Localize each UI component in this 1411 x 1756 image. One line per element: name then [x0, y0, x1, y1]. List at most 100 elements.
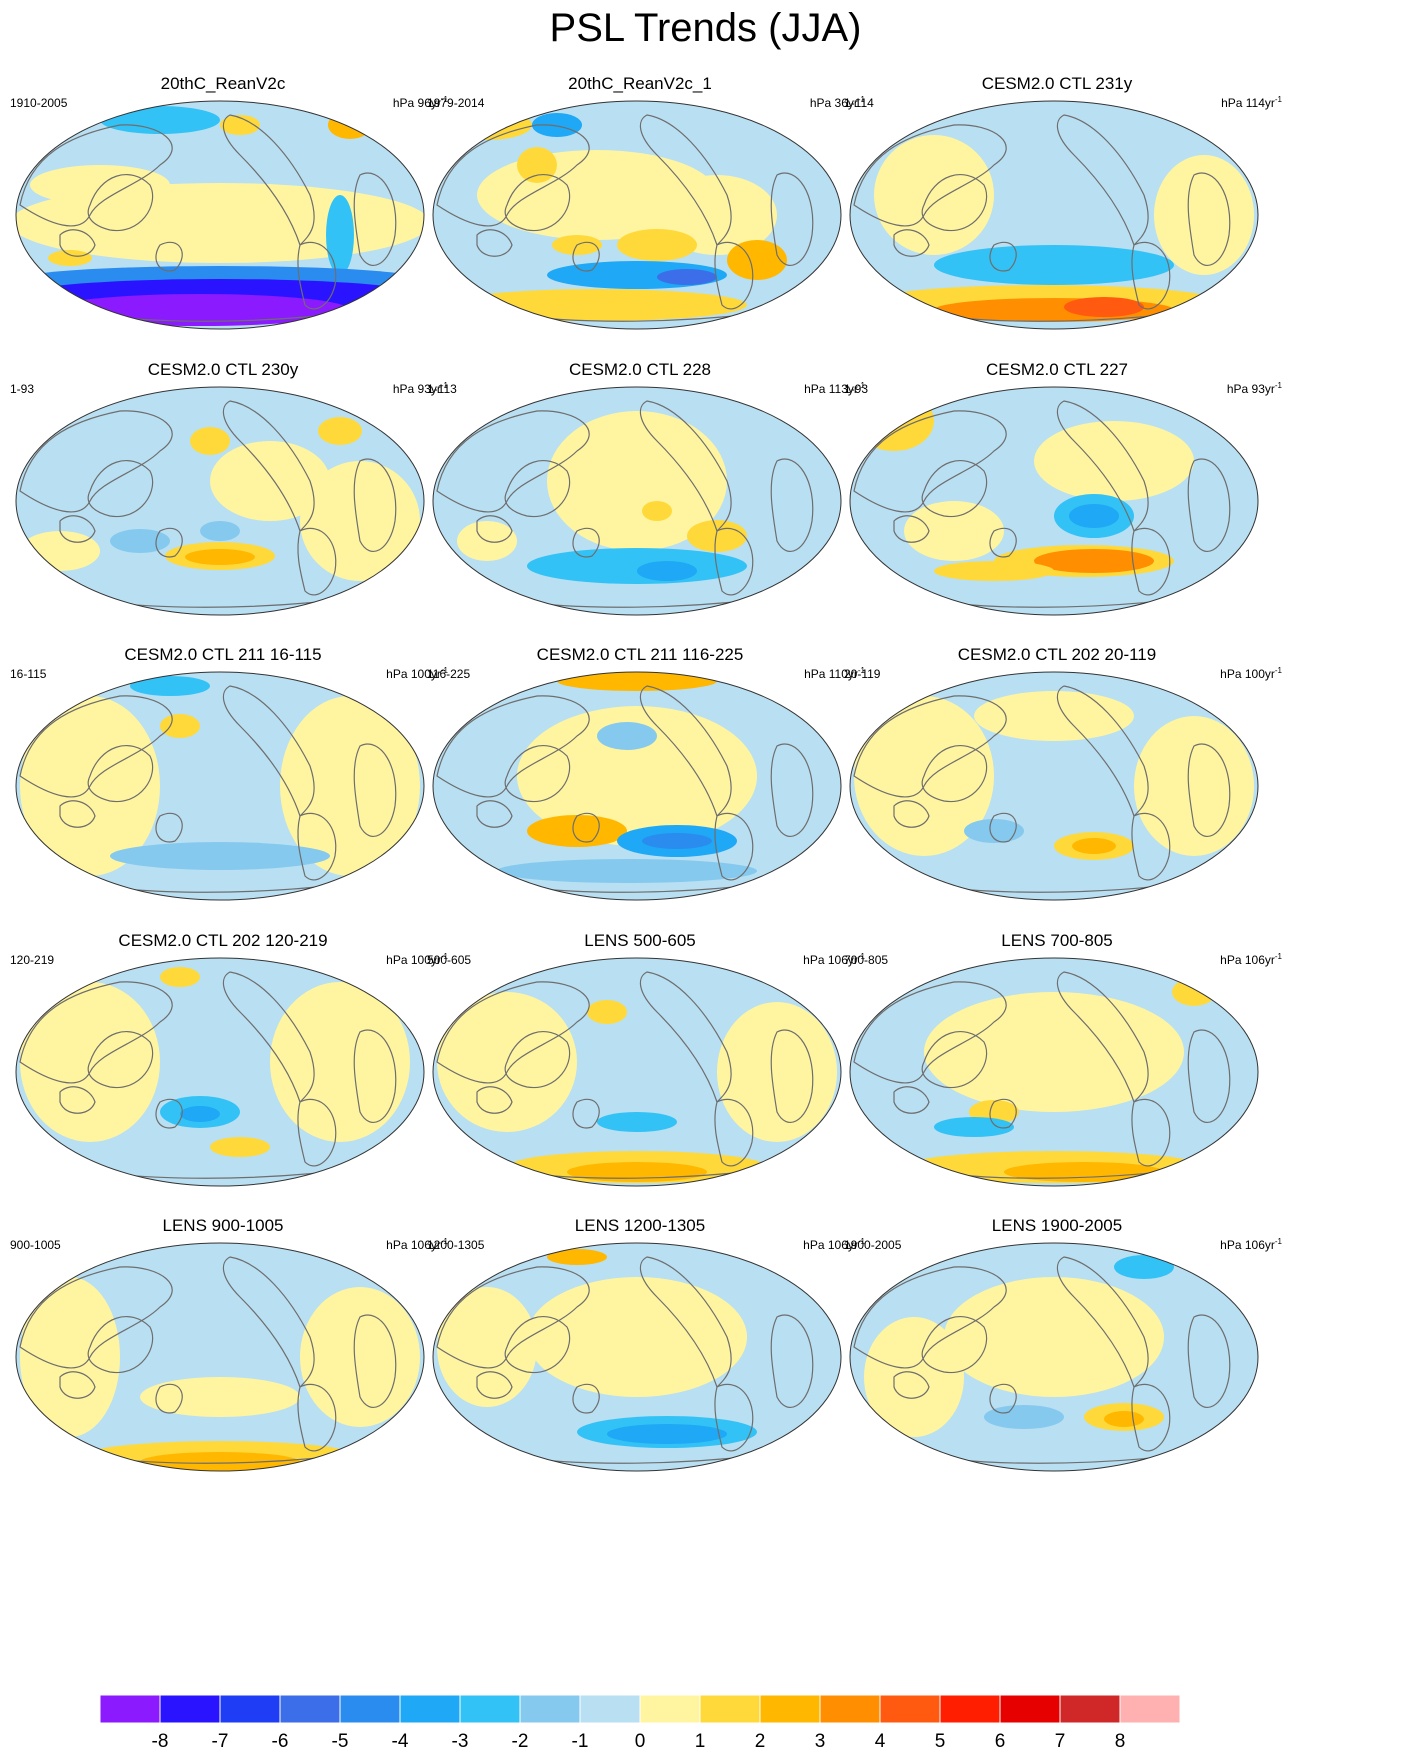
coastline: [1131, 1383, 1171, 1452]
coastline: [1187, 458, 1231, 552]
contour-region: [160, 967, 200, 987]
psl-trend-map: [15, 957, 425, 1187]
map-panel: CESM2.0 CTL 211 16-115 16-115 hPa 100yr-1: [8, 645, 478, 965]
coastline: [921, 174, 988, 232]
units-label: hPa 106yr: [803, 1238, 858, 1252]
contour-region: [200, 521, 240, 541]
coastline: [572, 241, 600, 272]
contour-region: [1114, 1255, 1174, 1279]
map-panel: LENS 1900-2005 1900-2005 hPa 106yr-1: [842, 1216, 1312, 1536]
map-border: [15, 671, 425, 901]
colorbar-swatch: [1059, 1695, 1121, 1724]
panel-period: 116-225: [427, 667, 471, 681]
psl-trend-map: [849, 671, 1259, 901]
units-exponent: -1: [440, 666, 448, 675]
contour-region: [727, 240, 787, 280]
coastline: [989, 241, 1017, 272]
map-panel: CESM2.0 CTL 202 120-219 120-219 hPa 100yr-…: [8, 931, 478, 1251]
contour-region: [1069, 504, 1119, 528]
contour-region: [642, 833, 712, 849]
units-label: hPa 93yr: [392, 382, 441, 396]
panel-title: CESM2.0 CTL 230y: [147, 360, 299, 379]
map-panel: LENS 1200-1305 1200-1305 hPa 106yr-1: [425, 1216, 895, 1536]
contour-region: [864, 1317, 964, 1437]
colorbar-swatch: [879, 1695, 941, 1724]
units-exponent: -1: [857, 95, 865, 104]
coastline: [297, 527, 337, 596]
map-panel: CESM2.0 CTL 231y 1-114 hPa 114yr-1: [842, 74, 1312, 394]
panel-units: hPa 36yr-1: [810, 93, 865, 110]
units-exponent: -1: [857, 952, 865, 961]
coastline: [893, 1371, 930, 1399]
coastline: [770, 172, 814, 266]
panel-units: hPa 114yr-1: [1221, 93, 1282, 110]
units-exponent: -1: [1274, 381, 1282, 390]
contour-region: [270, 982, 410, 1142]
units-exponent: -1: [1274, 1237, 1282, 1246]
panel-units: hPa 113yr-1: [804, 379, 865, 396]
psl-trend-map: [15, 671, 425, 901]
coastline: [476, 1086, 513, 1114]
contour-region: [160, 714, 200, 738]
colorbar-tick-label: 0: [634, 1731, 646, 1752]
map-panel: CESM2.0 CTL 211 116-225 116-225 hPa 110yr-…: [425, 645, 895, 965]
coastline: [1187, 743, 1231, 837]
coastline: [989, 1383, 1017, 1414]
contour-region: [717, 1002, 837, 1142]
panel-units: hPa 100yr-1: [386, 950, 448, 967]
colorbar-tick-label: 5: [934, 1731, 946, 1752]
contour-region: [442, 110, 532, 140]
panel-title: 20thC_ReanV2c_1: [568, 74, 712, 93]
contour-region: [934, 1117, 1014, 1137]
coastline: [19, 695, 173, 798]
coastline: [1131, 1098, 1171, 1167]
coastline: [297, 1098, 337, 1167]
coastline: [1187, 172, 1231, 266]
coastline: [504, 1316, 571, 1374]
contour-region: [20, 531, 100, 571]
map-panel: 20thC_ReanV2c 1910-2005 hPa 96yr-1: [8, 74, 478, 394]
psl-trend-map: [432, 957, 842, 1187]
units-label: hPa 106yr: [386, 1238, 441, 1252]
coastline: [59, 1086, 96, 1114]
map-panel: 20thC_ReanV2c_1 1979-2014 hPa 36yr-1: [425, 74, 895, 394]
panel-period: 1900-2005: [844, 1238, 902, 1252]
units-label: hPa 106yr: [1220, 1238, 1275, 1252]
coastline: [87, 460, 154, 518]
contour-region: [1134, 716, 1254, 856]
coastline: [155, 527, 183, 558]
contour-region: [944, 1277, 1164, 1397]
coastline: [770, 1314, 814, 1408]
coastline: [893, 515, 930, 543]
contour-region: [1154, 155, 1254, 275]
coastline: [436, 124, 590, 227]
contour-region: [318, 417, 362, 445]
units-exponent: -1: [1274, 95, 1282, 104]
units-label: hPa 113yr: [804, 382, 858, 396]
contour-region: [110, 842, 330, 870]
contour-region: [874, 135, 994, 255]
psl-trend-map: [849, 100, 1259, 330]
colorbar-swatch: [699, 1695, 761, 1724]
coastline: [1187, 1314, 1231, 1408]
colorbar-swatch: [279, 1695, 341, 1724]
coastline: [572, 812, 600, 843]
contour-region: [617, 229, 697, 261]
contour-region: [974, 691, 1134, 741]
panel-title: LENS 1200-1305: [574, 1216, 706, 1235]
coastline: [572, 1098, 600, 1129]
coastline: [59, 800, 96, 828]
coastline: [19, 410, 173, 513]
coastline: [59, 229, 96, 257]
map-panel: CESM2.0 CTL 230y 1-93 hPa 93yr -1: [8, 360, 478, 680]
panel-period: 1-93: [10, 382, 35, 396]
map-border: [15, 100, 425, 330]
units-exponent: -1: [857, 1237, 865, 1246]
psl-trend-map: [432, 100, 842, 330]
coastline: [714, 1383, 754, 1452]
panel-title: CESM2.0 CTL 228: [568, 360, 712, 379]
contour-region: [597, 1112, 677, 1132]
coastline: [297, 812, 337, 881]
panel-title: CESM2.0 CTL 231y: [981, 74, 1133, 93]
panel-units: hPa 110yr-1: [804, 664, 865, 681]
